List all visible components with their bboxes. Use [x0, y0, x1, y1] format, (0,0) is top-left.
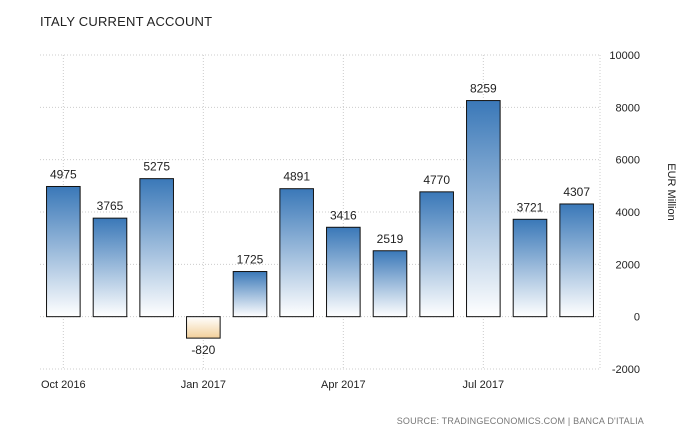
bar: [559, 203, 594, 318]
bar: [372, 250, 408, 318]
y-tick-label: 0: [634, 312, 640, 324]
data-label: 4891: [283, 170, 310, 184]
x-tick-label: Oct 2016: [41, 379, 86, 391]
bar: [139, 178, 174, 318]
y-tick-label: 10000: [609, 50, 640, 62]
x-tick-label: Apr 2017: [321, 379, 366, 391]
bar-layer: [46, 100, 594, 339]
bar: [512, 218, 548, 318]
data-label: 4770: [423, 173, 450, 187]
data-label: 8259: [470, 82, 497, 96]
bar: [279, 188, 314, 318]
x-tick-label: Jan 2017: [181, 379, 226, 391]
data-label: 4975: [50, 167, 77, 181]
chart-source: SOURCE: TRADINGECONOMICS.COM | BANCA D'I…: [396, 416, 644, 426]
bar: [326, 226, 361, 318]
data-label: 2519: [377, 232, 404, 246]
bar: [46, 185, 81, 318]
data-label: -820: [191, 343, 215, 357]
bar: [419, 191, 454, 318]
data-label-layer: 4975 3765 5275 -820 1725 4891 3416 2519 4770 8259…: [50, 82, 590, 358]
axis-layer: -2000 0 2000 4000 6000 8000 10000 Oct 2016 Jan 2…: [41, 50, 677, 391]
x-tick-label: Jul 2017: [463, 379, 505, 391]
y-tick-label: 6000: [616, 155, 640, 167]
data-label: 4307: [563, 185, 590, 199]
data-label: 3765: [97, 199, 124, 213]
y-tick-label: 4000: [616, 207, 640, 219]
bar: [466, 100, 501, 318]
y-tick-label: 8000: [616, 102, 640, 114]
y-tick-label: -2000: [612, 364, 640, 376]
data-label: 1725: [237, 253, 264, 267]
y-tick-label: 2000: [616, 259, 640, 271]
y-axis-title: EUR Million: [665, 163, 677, 220]
bar: [92, 217, 128, 318]
bar: [232, 271, 268, 318]
chart-title: ITALY CURRENT ACCOUNT: [40, 14, 213, 29]
bar: [186, 316, 221, 339]
data-label: 5275: [143, 160, 170, 174]
data-label: 3416: [330, 208, 357, 222]
data-label: 3721: [517, 200, 544, 214]
